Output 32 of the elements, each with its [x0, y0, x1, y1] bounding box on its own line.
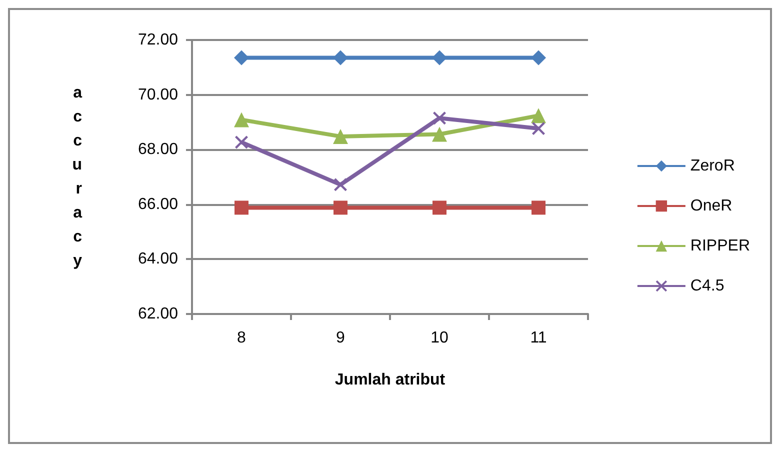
point — [433, 112, 446, 125]
y-tick-label: 70.00 — [138, 86, 178, 104]
x-tick-label: 8 — [237, 330, 246, 346]
point — [234, 200, 248, 215]
point — [334, 200, 348, 215]
legend-label: RIPPER — [690, 238, 750, 254]
legend-label: OneR — [690, 198, 732, 214]
point — [333, 50, 348, 66]
point — [532, 122, 545, 135]
point — [531, 50, 546, 66]
x-tick-label: 11 — [530, 330, 547, 346]
point — [432, 126, 447, 142]
point — [334, 178, 347, 192]
point — [234, 50, 249, 66]
x-axis-title: Jumlah atribut — [334, 372, 446, 388]
point — [532, 200, 546, 215]
y-tick-label: 62.00 — [138, 306, 178, 322]
point — [432, 200, 446, 215]
legend-label: ZeroR — [690, 158, 735, 174]
point — [234, 112, 249, 128]
y-tick-label: 72.00 — [138, 32, 178, 48]
point — [432, 50, 447, 66]
y-tick-label: 64.00 — [138, 250, 178, 268]
x-tick-label: 10 — [430, 330, 448, 346]
point — [235, 136, 248, 149]
point — [333, 128, 348, 144]
legend-label: C4.5 — [690, 278, 724, 294]
x-tick-label: 9 — [336, 330, 346, 346]
y-tick-label: 68.00 — [138, 141, 178, 158]
point — [531, 108, 546, 124]
y-axis-title: accuracy — [72, 84, 82, 270]
y-tick-label: 66.00 — [138, 196, 178, 213]
